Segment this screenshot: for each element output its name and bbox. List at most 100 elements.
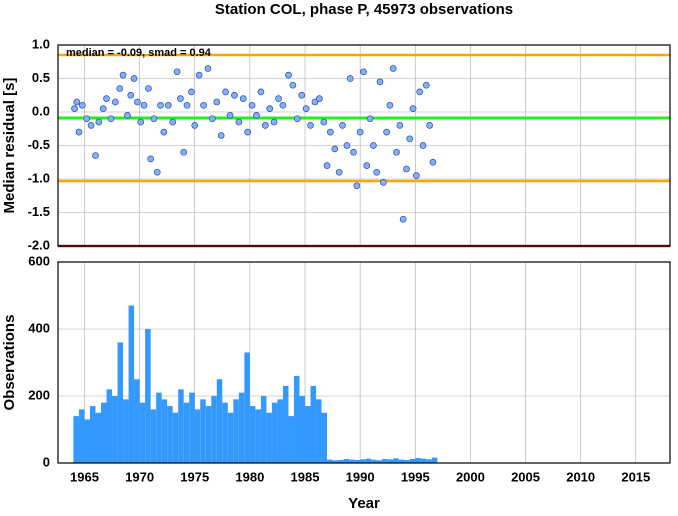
bar bbox=[343, 458, 350, 463]
bar bbox=[321, 412, 328, 463]
point bbox=[107, 115, 115, 123]
point bbox=[130, 75, 138, 82]
bar bbox=[167, 406, 173, 463]
point bbox=[150, 115, 158, 123]
y-tick-label: 1.0 bbox=[32, 36, 50, 51]
point bbox=[111, 98, 119, 106]
bar bbox=[84, 419, 90, 463]
point bbox=[103, 95, 110, 102]
point bbox=[173, 68, 181, 76]
point bbox=[209, 115, 216, 123]
point bbox=[396, 122, 404, 129]
point bbox=[71, 105, 78, 113]
point bbox=[343, 142, 351, 149]
point bbox=[403, 165, 410, 173]
x-tick-label: 1975 bbox=[180, 469, 209, 484]
bar bbox=[260, 396, 267, 463]
point bbox=[373, 168, 381, 176]
bar bbox=[288, 416, 294, 463]
point bbox=[298, 91, 306, 99]
y-tick-label: 400 bbox=[28, 320, 50, 335]
bar bbox=[266, 412, 272, 463]
point bbox=[169, 118, 177, 126]
bar bbox=[145, 329, 151, 463]
point bbox=[335, 168, 343, 176]
y-tick-label: 0 bbox=[43, 454, 50, 469]
point bbox=[270, 118, 278, 126]
bar bbox=[216, 379, 223, 463]
bar bbox=[183, 402, 190, 463]
y-tick-label: 0.5 bbox=[32, 70, 50, 85]
y-tick-label: -2.0 bbox=[28, 237, 50, 252]
point bbox=[327, 128, 334, 136]
point bbox=[183, 101, 191, 109]
bar bbox=[349, 459, 355, 463]
bar bbox=[222, 402, 228, 463]
y-tick-label: 200 bbox=[28, 387, 50, 402]
bar bbox=[305, 406, 311, 463]
x-tick-label: 2015 bbox=[621, 469, 650, 484]
point bbox=[293, 115, 301, 123]
bar bbox=[156, 392, 162, 463]
plot-frame bbox=[57, 261, 671, 464]
y-axis-label: Observations bbox=[1, 315, 18, 411]
point bbox=[195, 71, 203, 79]
bar bbox=[106, 389, 113, 463]
chart-title: Station COL, phase P, 45973 observations bbox=[215, 1, 513, 18]
point bbox=[379, 179, 387, 186]
point bbox=[191, 122, 199, 129]
point bbox=[140, 101, 148, 109]
point bbox=[302, 105, 310, 113]
x-tick-label: 1985 bbox=[291, 469, 320, 484]
bar bbox=[128, 305, 135, 463]
point bbox=[370, 142, 377, 149]
x-tick-label: 2000 bbox=[456, 469, 485, 484]
point bbox=[315, 95, 323, 102]
bar bbox=[89, 406, 96, 463]
point bbox=[376, 78, 384, 86]
bar bbox=[227, 412, 234, 463]
y-tick-label: 600 bbox=[28, 253, 50, 268]
point bbox=[124, 111, 131, 119]
bar bbox=[338, 459, 344, 463]
point bbox=[386, 101, 394, 109]
bar bbox=[310, 385, 317, 463]
point bbox=[285, 71, 292, 79]
point bbox=[426, 122, 433, 129]
bar bbox=[150, 409, 157, 463]
point bbox=[78, 101, 86, 109]
point bbox=[145, 85, 152, 92]
point bbox=[350, 148, 357, 156]
bar bbox=[194, 409, 201, 463]
annotation: median = -0.09, smad = 0.94 bbox=[66, 47, 212, 59]
bar bbox=[200, 399, 206, 463]
bar bbox=[255, 409, 261, 463]
bar bbox=[78, 409, 85, 463]
point bbox=[147, 155, 154, 163]
bar bbox=[123, 399, 129, 463]
point bbox=[279, 101, 287, 109]
point bbox=[157, 101, 164, 109]
point bbox=[177, 95, 184, 102]
bar bbox=[327, 459, 333, 463]
x-tick-label: 2005 bbox=[511, 469, 540, 484]
bar bbox=[316, 399, 322, 463]
y-tick-label: 0.0 bbox=[32, 103, 50, 118]
point bbox=[429, 158, 437, 166]
bar bbox=[282, 385, 289, 463]
point bbox=[261, 122, 269, 129]
bar bbox=[189, 392, 195, 463]
point bbox=[75, 128, 83, 136]
point bbox=[356, 128, 364, 136]
bar bbox=[277, 399, 283, 463]
point bbox=[399, 215, 407, 223]
point bbox=[188, 88, 195, 96]
point bbox=[422, 81, 430, 89]
point bbox=[87, 122, 95, 129]
point bbox=[311, 98, 319, 106]
point bbox=[248, 101, 256, 109]
point bbox=[200, 101, 207, 109]
point bbox=[239, 95, 247, 102]
y-axis-label: Median residual [s] bbox=[1, 78, 18, 214]
